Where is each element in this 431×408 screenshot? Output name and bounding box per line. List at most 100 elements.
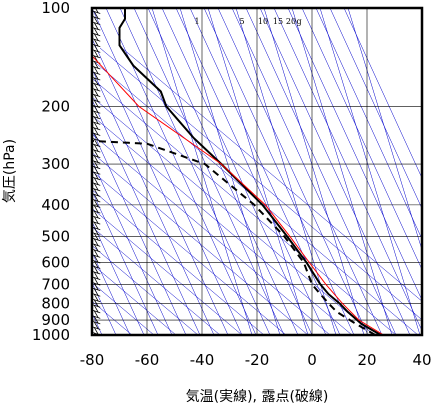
- mixing-ratio-label: 20: [286, 17, 296, 26]
- moist-adiabat-line: [92, 170, 287, 335]
- mixing-ratio-line: [207, 8, 309, 335]
- wind-barb: [92, 15, 101, 25]
- adiabat-line: [175, 8, 327, 335]
- adiabat-line: [92, 190, 159, 335]
- wind-barb: [92, 243, 101, 252]
- wind-barb: [92, 198, 101, 208]
- wind-barb: [92, 87, 101, 97]
- moist-adiabat-line: [92, 208, 243, 335]
- wind-barb: [92, 154, 101, 163]
- moist-adiabat-line: [92, 245, 199, 335]
- wind-barb: [92, 8, 101, 14]
- y-tick-label: 1000: [32, 326, 70, 344]
- wind-barb: [92, 93, 101, 102]
- x-tick-label: -60: [135, 351, 160, 369]
- dewpoint-line: [92, 139, 376, 335]
- wind-barb: [92, 204, 101, 213]
- y-tick-label: 600: [41, 253, 70, 271]
- x-tick-labels: -80 -60 -40 -20 0 20 40: [80, 351, 431, 369]
- mixing-ratio-label: 10: [258, 17, 268, 26]
- y-tick-label: 200: [41, 97, 70, 115]
- y-axis-label: 気圧(hPa): [2, 139, 18, 203]
- wind-barb: [92, 49, 101, 58]
- mixing-ratio-line: [235, 8, 337, 335]
- wind-barb: [92, 281, 101, 291]
- wind-barb: [92, 104, 101, 113]
- adiabat-line: [92, 98, 201, 335]
- adiabat-line: [92, 221, 145, 335]
- grid: [91, 7, 423, 336]
- y-tick-label: 800: [41, 294, 70, 312]
- y-tick-label: 100: [41, 0, 70, 17]
- mixing-ratio-label: 1: [194, 17, 199, 26]
- wind-barb: [92, 126, 101, 136]
- adiabat-line: [203, 8, 355, 335]
- wind-barb: [92, 171, 101, 180]
- mixing-ratio-labels: 1 5 10 15 20 g: [194, 17, 301, 26]
- wind-barb: [92, 248, 101, 258]
- x-tick-label: -40: [190, 351, 215, 369]
- wind-barb: [92, 187, 101, 197]
- wind-barb: [92, 76, 101, 86]
- adiabat-line: [189, 8, 341, 335]
- moist-adiabat-line: [92, 263, 177, 335]
- adiabat-line: [92, 251, 131, 335]
- mixing-ratio-line: [347, 8, 422, 251]
- wind-barb: [92, 304, 101, 313]
- y-tick-label: 500: [41, 228, 70, 246]
- series-layer: [92, 8, 384, 335]
- y-tick-label: 900: [41, 311, 70, 329]
- wind-barb: [92, 10, 101, 19]
- wind-barb: [92, 298, 101, 307]
- wind-barb: [92, 254, 101, 263]
- plot-frame: [90, 6, 424, 337]
- wind-barb: [92, 115, 101, 125]
- background-lines: [92, 8, 422, 335]
- adiabat-line: [119, 8, 271, 335]
- wind-barb: [92, 143, 101, 152]
- adiabat-line: [92, 37, 229, 335]
- wind-barb: [92, 148, 101, 158]
- wind-barb: [92, 287, 101, 296]
- wind-barb: [92, 121, 101, 130]
- wind-barb: [92, 82, 101, 91]
- moist-adiabat-line: [92, 189, 265, 335]
- x-tick-label: 40: [412, 351, 431, 369]
- wind-barb: [92, 132, 101, 141]
- wind-barb: [92, 21, 101, 30]
- wind-barb: [92, 110, 101, 119]
- moist-adiabat-line: [99, 47, 422, 321]
- adiabat-line: [287, 8, 422, 301]
- wind-barb: [92, 309, 101, 319]
- adiabat-line: [92, 68, 215, 335]
- wind-barb: [92, 270, 101, 280]
- wind-barb: [92, 160, 101, 169]
- wind-barb: [92, 32, 101, 41]
- adiabat-line: [245, 8, 397, 335]
- x-axis-label: 気温(実線), 露点(破線): [186, 389, 329, 405]
- wind-barb: [92, 71, 101, 80]
- y-tick-label: 400: [41, 196, 70, 214]
- wind-barb: [92, 99, 101, 108]
- adiabat-line: [343, 8, 422, 179]
- moist-adiabat-line: [92, 152, 309, 335]
- x-tick-label: -80: [80, 351, 105, 369]
- mixing-ratio-line: [319, 8, 421, 335]
- adiabat-line: [315, 8, 422, 240]
- wind-barbs: [92, 8, 101, 335]
- wind-barb: [92, 237, 101, 246]
- mixing-ratio-label: 15: [273, 17, 283, 26]
- moist-adiabat-line: [121, 47, 422, 302]
- wind-barb: [92, 165, 101, 174]
- wind-barb: [92, 209, 101, 219]
- wind-barb: [92, 226, 101, 235]
- adiabat-line: [147, 8, 299, 335]
- y-tick-label: 700: [41, 275, 70, 293]
- wind-barb: [92, 293, 101, 302]
- wind-barb: [92, 232, 101, 241]
- wind-barb: [92, 320, 101, 330]
- adiabat-line: [133, 8, 285, 335]
- moist-adiabat-line: [92, 115, 353, 335]
- adiabat-line: [92, 129, 187, 335]
